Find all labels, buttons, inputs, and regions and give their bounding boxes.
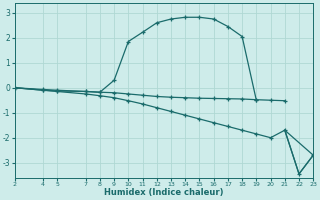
X-axis label: Humidex (Indice chaleur): Humidex (Indice chaleur) (104, 188, 224, 197)
